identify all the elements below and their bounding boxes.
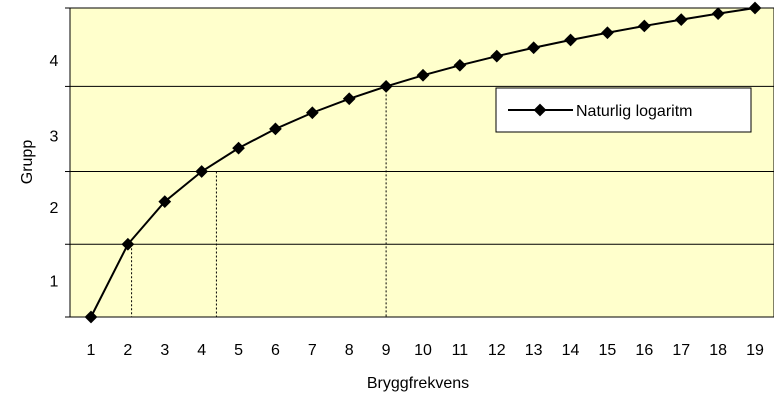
x-tick-label: 17 [672,342,690,359]
x-tick-label: 9 [382,342,391,359]
x-tick-label: 4 [197,342,206,359]
x-tick-label: 11 [452,342,469,359]
y-tick-label: 3 [50,128,59,145]
x-tick-label: 16 [635,342,653,359]
x-tick-label: 8 [345,342,354,359]
y-tick-label: 2 [50,200,59,217]
x-tick-label: 14 [562,342,580,359]
x-tick-label: 1 [87,342,96,359]
legend-label: Naturlig logaritm [576,103,692,120]
x-tick-label: 10 [414,342,432,359]
data-point [490,49,504,63]
y-ticks [65,7,70,318]
x-tick-label: 19 [746,342,764,359]
data-point [195,165,209,178]
legend-box [495,87,752,133]
data-point [416,68,430,82]
data-point [121,237,135,251]
y-tick-label: 1 [50,273,59,290]
y-tick-label: 4 [50,53,59,70]
data-point [269,122,282,136]
data-point [232,141,245,155]
x-tick-label: 6 [271,342,280,359]
data-point [158,195,172,209]
x-tick-label: 5 [234,342,243,359]
y-axis-title: Grupp [19,140,36,185]
legend: Naturlig logaritm [495,87,752,133]
x-tick-label: 12 [488,342,506,359]
data-point [342,92,356,106]
plot-area [69,7,774,318]
x-tick-label: 13 [525,342,543,359]
data-point [453,58,467,72]
y-tick-labels: 1 2 3 4 [50,53,59,290]
data-point [379,80,393,93]
x-tick-label: 15 [599,342,617,359]
x-tick-label: 7 [308,342,317,359]
x-tick-labels: 1 2 3 4 5 6 7 8 9 10 11 12 13 14 15 16 17 18 19 [87,342,764,359]
data-point [305,106,319,120]
x-tick-label: 18 [709,342,727,359]
gridlines [70,85,774,245]
x-tick-label: 2 [123,342,132,359]
drop-lines [131,86,387,317]
data-point [84,310,98,324]
x-tick-label: 3 [160,342,169,359]
x-axis-title: Bryggfrekvens [367,375,469,392]
